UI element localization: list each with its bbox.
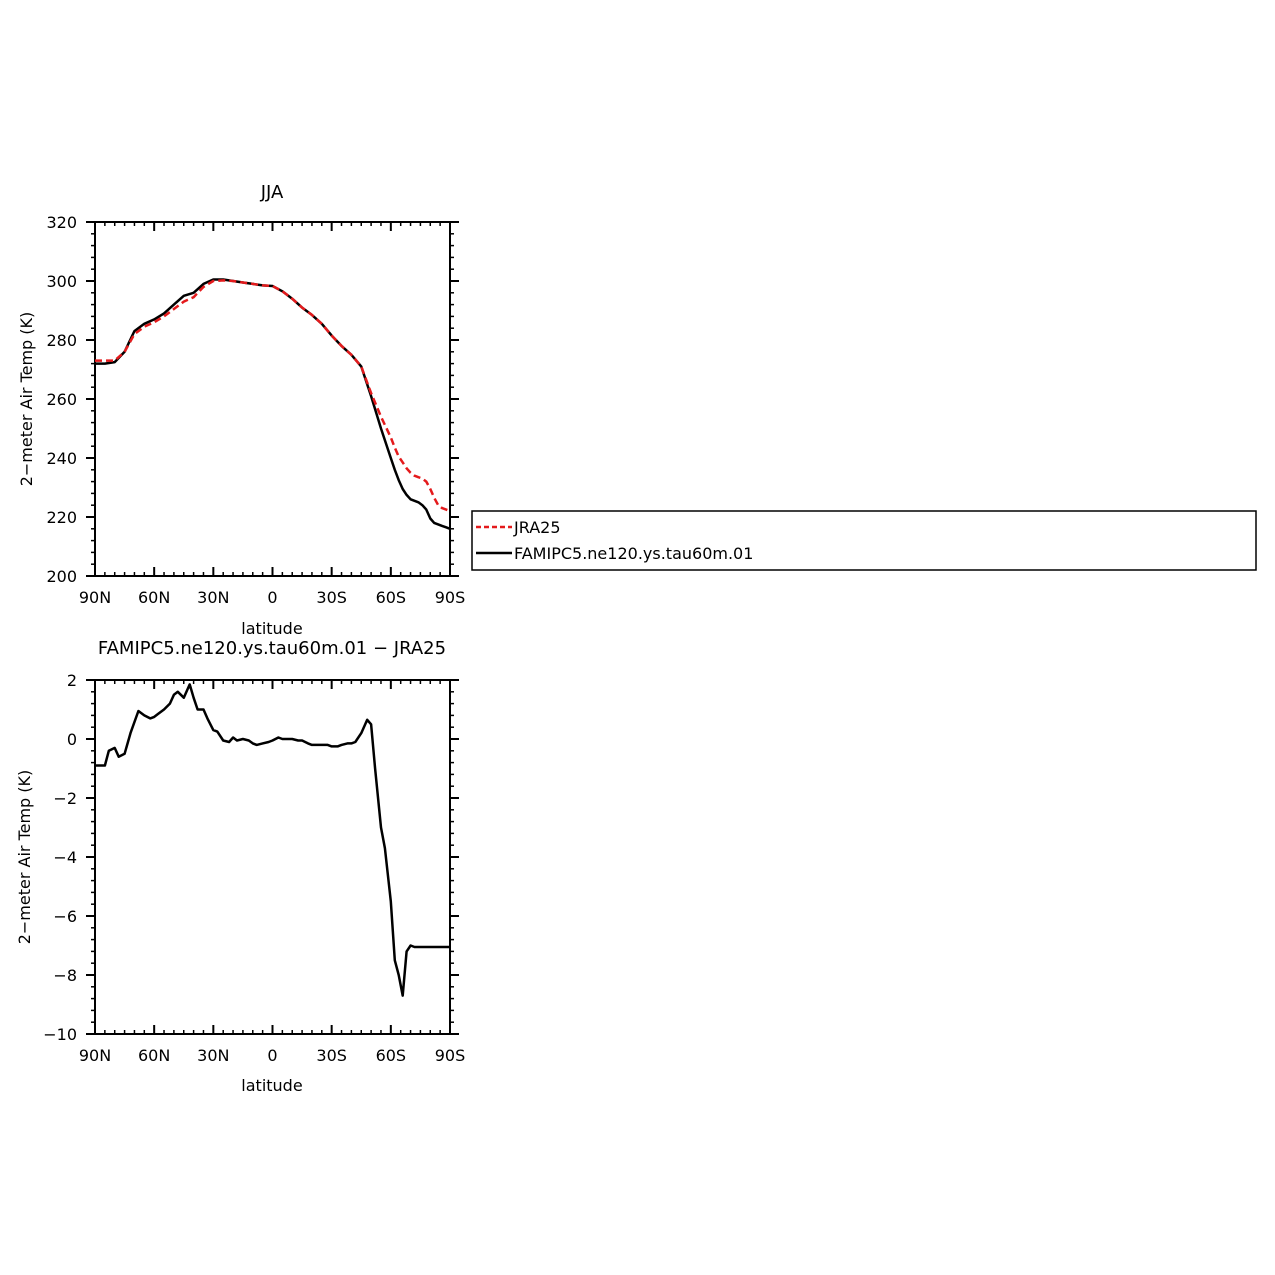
panel-bottom: FAMIPC5.ne120.ys.tau60m.01 − JRA25 90N 60… (15, 638, 465, 1095)
y-tick-label: 200 (46, 567, 77, 586)
x-tick-label: 30N (197, 1046, 229, 1065)
y-axis-label: 2−meter Air Temp (K) (17, 312, 36, 487)
y-tick-label: −8 (53, 966, 77, 985)
series-line-famipc5-ne120-ys-tau60m-01 (95, 278, 451, 530)
x-tick-label: 90N (79, 588, 111, 607)
y-tick-label: −4 (53, 848, 77, 867)
x-tick-label: 30S (316, 1046, 347, 1065)
x-tick-label: 60S (376, 588, 407, 607)
series-line (95, 683, 450, 997)
x-tick-label: 90S (435, 588, 466, 607)
legend: JRA25 FAMIPC5.ne120.ys.tau60m.01 (471, 510, 1257, 571)
chart-title: JJA (260, 182, 284, 203)
y-tick-label: 260 (46, 390, 77, 409)
x-tick-label: 30N (197, 588, 229, 607)
x-tick-label: 0 (267, 1046, 277, 1065)
y-tick-label: 320 (46, 213, 77, 232)
panel-top: JJA 90N 60N 30N 0 30S 60S 90S 200 220 240 260 280 30… (17, 182, 465, 638)
y-tick-label: 0 (67, 730, 77, 749)
y-axis-label: 2−meter Air Temp (K) (15, 770, 34, 945)
plot-area: 90N 60N 30N 0 30S 60S 90S 200 220 240 260 280 300 320 (46, 213, 465, 607)
y-tick-label: −10 (43, 1025, 77, 1044)
x-axis-label: latitude (241, 619, 302, 638)
y-tick-label: 220 (46, 508, 77, 527)
y-tick-label: 2 (67, 671, 77, 690)
y-tick-label: −2 (53, 789, 77, 808)
x-tick-label: 60N (138, 588, 170, 607)
y-tick-label: 300 (46, 272, 77, 291)
legend-box (471, 510, 1257, 571)
series-line-jra25 (95, 279, 451, 513)
x-tick-label: 90S (435, 1046, 466, 1065)
plot-frame (94, 679, 451, 1035)
y-tick-label: 280 (46, 331, 77, 350)
legend-label-model: FAMIPC5.ne120.ys.tau60m.01 (514, 544, 753, 563)
plot-area: 90N 60N 30N 0 30S 60S 90S −10 −8 −6 −4 −2 0 2 (43, 671, 465, 1065)
y-tick-label: 240 (46, 449, 77, 468)
legend-label-jra25: JRA25 (513, 518, 561, 537)
x-tick-label: 90N (79, 1046, 111, 1065)
x-tick-label: 0 (267, 588, 277, 607)
y-tick-label: −6 (53, 907, 77, 926)
x-tick-label: 60S (376, 1046, 407, 1065)
x-tick-label: 60N (138, 1046, 170, 1065)
x-tick-label: 30S (316, 588, 347, 607)
plot-frame (94, 221, 451, 577)
chart-title: FAMIPC5.ne120.ys.tau60m.01 − JRA25 (98, 638, 446, 659)
x-axis-label: latitude (241, 1076, 302, 1095)
